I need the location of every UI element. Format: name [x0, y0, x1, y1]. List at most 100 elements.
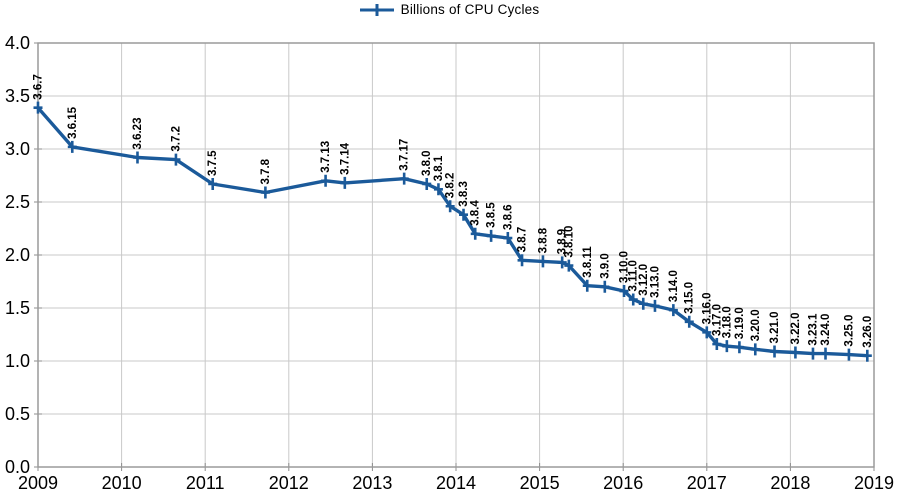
data-point-label: 3.19.0	[734, 307, 746, 339]
data-point-label: 3.10.0	[619, 251, 631, 283]
y-axis-tick-label: 4.0	[5, 33, 30, 53]
data-point-marker	[712, 338, 722, 351]
data-point-marker	[67, 140, 77, 153]
x-axis-tick-label: 2012	[269, 473, 309, 493]
data-point-marker	[321, 174, 331, 187]
x-axis-tick-label: 2016	[603, 473, 643, 493]
data-point-marker	[171, 153, 181, 166]
data-point-label: 3.18.0	[721, 306, 733, 338]
data-point-label: 3.23.1	[808, 313, 820, 346]
data-point-marker	[702, 326, 712, 339]
data-point-marker	[33, 101, 43, 114]
data-point-marker	[582, 279, 592, 292]
data-point-label: 3.11.0	[628, 260, 640, 291]
data-point-marker	[600, 280, 610, 293]
data-point-label: 3.8.6	[502, 204, 514, 230]
data-point-marker	[470, 227, 480, 240]
data-point-marker	[132, 151, 142, 164]
x-axis-tick-label: 2019	[854, 473, 894, 493]
data-point-marker	[517, 254, 527, 267]
y-axis-tick-label: 3.0	[5, 139, 30, 159]
data-point-label: 3.8.11	[582, 246, 594, 278]
data-point-label: 3.17.0	[711, 304, 723, 336]
plot-border	[37, 42, 875, 468]
data-point-label: 3.8.0	[421, 150, 433, 176]
y-axis-tick-label: 3.5	[5, 86, 30, 106]
data-point-marker	[459, 208, 469, 221]
data-point-label: 3.15.0	[684, 282, 696, 314]
data-point-marker	[399, 172, 409, 185]
y-axis-tick-label: 2.5	[5, 192, 30, 212]
data-point-marker	[722, 340, 732, 353]
data-point-label: 3.24.0	[820, 314, 832, 346]
data-point-marker	[422, 177, 432, 190]
data-point-label: 3.8.5	[486, 202, 498, 228]
data-point-label: 3.7.5	[207, 150, 219, 176]
data-point-marker	[260, 186, 270, 199]
data-point-marker	[619, 285, 629, 298]
data-point-label: 3.20.0	[750, 309, 762, 341]
data-point-marker	[564, 259, 574, 272]
y-axis-tick-label: 1.5	[5, 298, 30, 318]
data-point-label: 3.8.3	[458, 181, 470, 207]
data-point-marker	[770, 345, 780, 358]
data-point-label: 3.21.0	[769, 312, 781, 344]
x-axis-tick-label: 2018	[770, 473, 810, 493]
data-point-marker	[628, 293, 638, 306]
x-axis-tick-label: 2017	[687, 473, 727, 493]
y-axis-tick-label: 0.5	[5, 404, 30, 424]
data-point-marker	[538, 255, 548, 268]
data-point-marker	[503, 232, 513, 245]
data-point-marker	[750, 343, 760, 356]
data-point-label: 3.7.17	[399, 139, 411, 171]
data-point-label: 3.7.13	[320, 141, 332, 173]
data-point-marker	[650, 299, 660, 312]
data-point-marker	[557, 256, 567, 269]
x-axis-tick-label: 2011	[186, 473, 225, 493]
data-point-marker	[340, 176, 350, 189]
x-axis-tick-label: 2009	[18, 473, 58, 493]
data-point-marker	[684, 315, 694, 328]
data-point-marker	[844, 348, 854, 361]
data-point-marker	[862, 349, 872, 362]
data-point-label: 3.8.2	[445, 173, 457, 199]
data-point-label: 3.9.0	[599, 253, 611, 279]
data-point-label: 3.12.0	[638, 264, 650, 296]
data-point-label: 3.8.7	[517, 227, 529, 253]
data-point-label: 3.14.0	[668, 270, 680, 302]
data-point-label: 3.6.15	[67, 106, 79, 139]
data-point-label: 3.7.8	[260, 158, 272, 184]
data-point-marker	[638, 297, 648, 310]
data-point-marker	[433, 183, 443, 196]
legend-line-marker-icon	[359, 3, 394, 16]
data-point-label: 3.13.0	[650, 266, 662, 298]
data-point-marker	[208, 177, 218, 190]
data-point-label: 3.8.1	[433, 155, 445, 181]
data-point-label: 3.7.14	[339, 142, 351, 175]
data-point-label: 3.8.8	[537, 227, 549, 253]
chart-legend: Billions of CPU Cycles	[0, 2, 899, 17]
data-point-label: 3.8.10	[563, 226, 575, 258]
x-axis-tick-label: 2013	[352, 473, 392, 493]
x-axis-tick-label: 2015	[520, 473, 560, 493]
data-point-marker	[734, 341, 744, 354]
data-point-label: 3.26.0	[862, 316, 874, 348]
data-point-marker	[486, 229, 496, 242]
y-axis-tick-label: 1.0	[5, 351, 30, 371]
data-point-label: 3.6.7	[33, 74, 45, 100]
data-point-marker	[790, 346, 800, 359]
x-axis-tick-label: 2010	[102, 473, 142, 493]
data-point-label: 3.8.9	[557, 229, 569, 255]
data-point-marker	[808, 347, 818, 360]
data-point-marker	[668, 304, 678, 317]
data-point-marker	[821, 347, 831, 360]
legend-series-label: Billions of CPU Cycles	[400, 2, 540, 17]
data-point-label: 3.16.0	[701, 292, 713, 324]
y-axis-tick-label: 2.0	[5, 245, 30, 265]
data-point-marker	[445, 200, 455, 213]
data-point-label: 3.8.4	[470, 200, 482, 226]
y-axis-tick-label: 0.0	[5, 457, 30, 477]
data-point-label: 3.6.23	[132, 118, 144, 150]
